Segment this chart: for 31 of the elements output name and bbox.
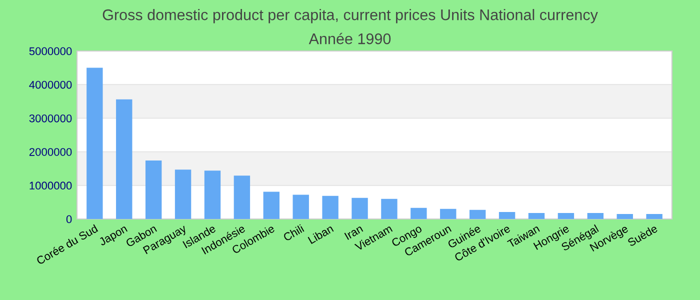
chart-title: Gross domestic product per capita, current prices Units National currency (102, 9, 598, 24)
bar (410, 208, 427, 219)
bar (616, 214, 633, 219)
bar (528, 212, 545, 219)
bar (646, 214, 662, 219)
bar (381, 198, 398, 219)
bar (469, 210, 486, 219)
x-tick-label: Chili (282, 224, 304, 242)
bar (292, 194, 309, 219)
bar (263, 192, 280, 219)
bar (498, 212, 516, 219)
y-tick-label: 4000000 (29, 80, 72, 89)
x-tick-label: Corée du Sud (36, 224, 98, 265)
bar (587, 212, 604, 219)
bar (558, 212, 574, 219)
bar (174, 170, 192, 219)
bar (86, 68, 103, 219)
y-tick-label: 5000000 (29, 47, 72, 56)
chart-subtitle: Année 1990 (308, 32, 391, 44)
y-tick-label: 3000000 (29, 114, 72, 122)
y-tick-label: 2000000 (29, 148, 72, 156)
x-tick-label: Liban (308, 224, 334, 244)
bar (440, 208, 456, 219)
bar (234, 176, 250, 219)
bar (116, 99, 132, 219)
y-tick-label: 0 (66, 215, 72, 224)
bar (204, 170, 221, 219)
bar (352, 198, 368, 219)
bar (322, 196, 338, 219)
bar (145, 160, 162, 219)
y-tick-label: 1000000 (30, 182, 72, 190)
